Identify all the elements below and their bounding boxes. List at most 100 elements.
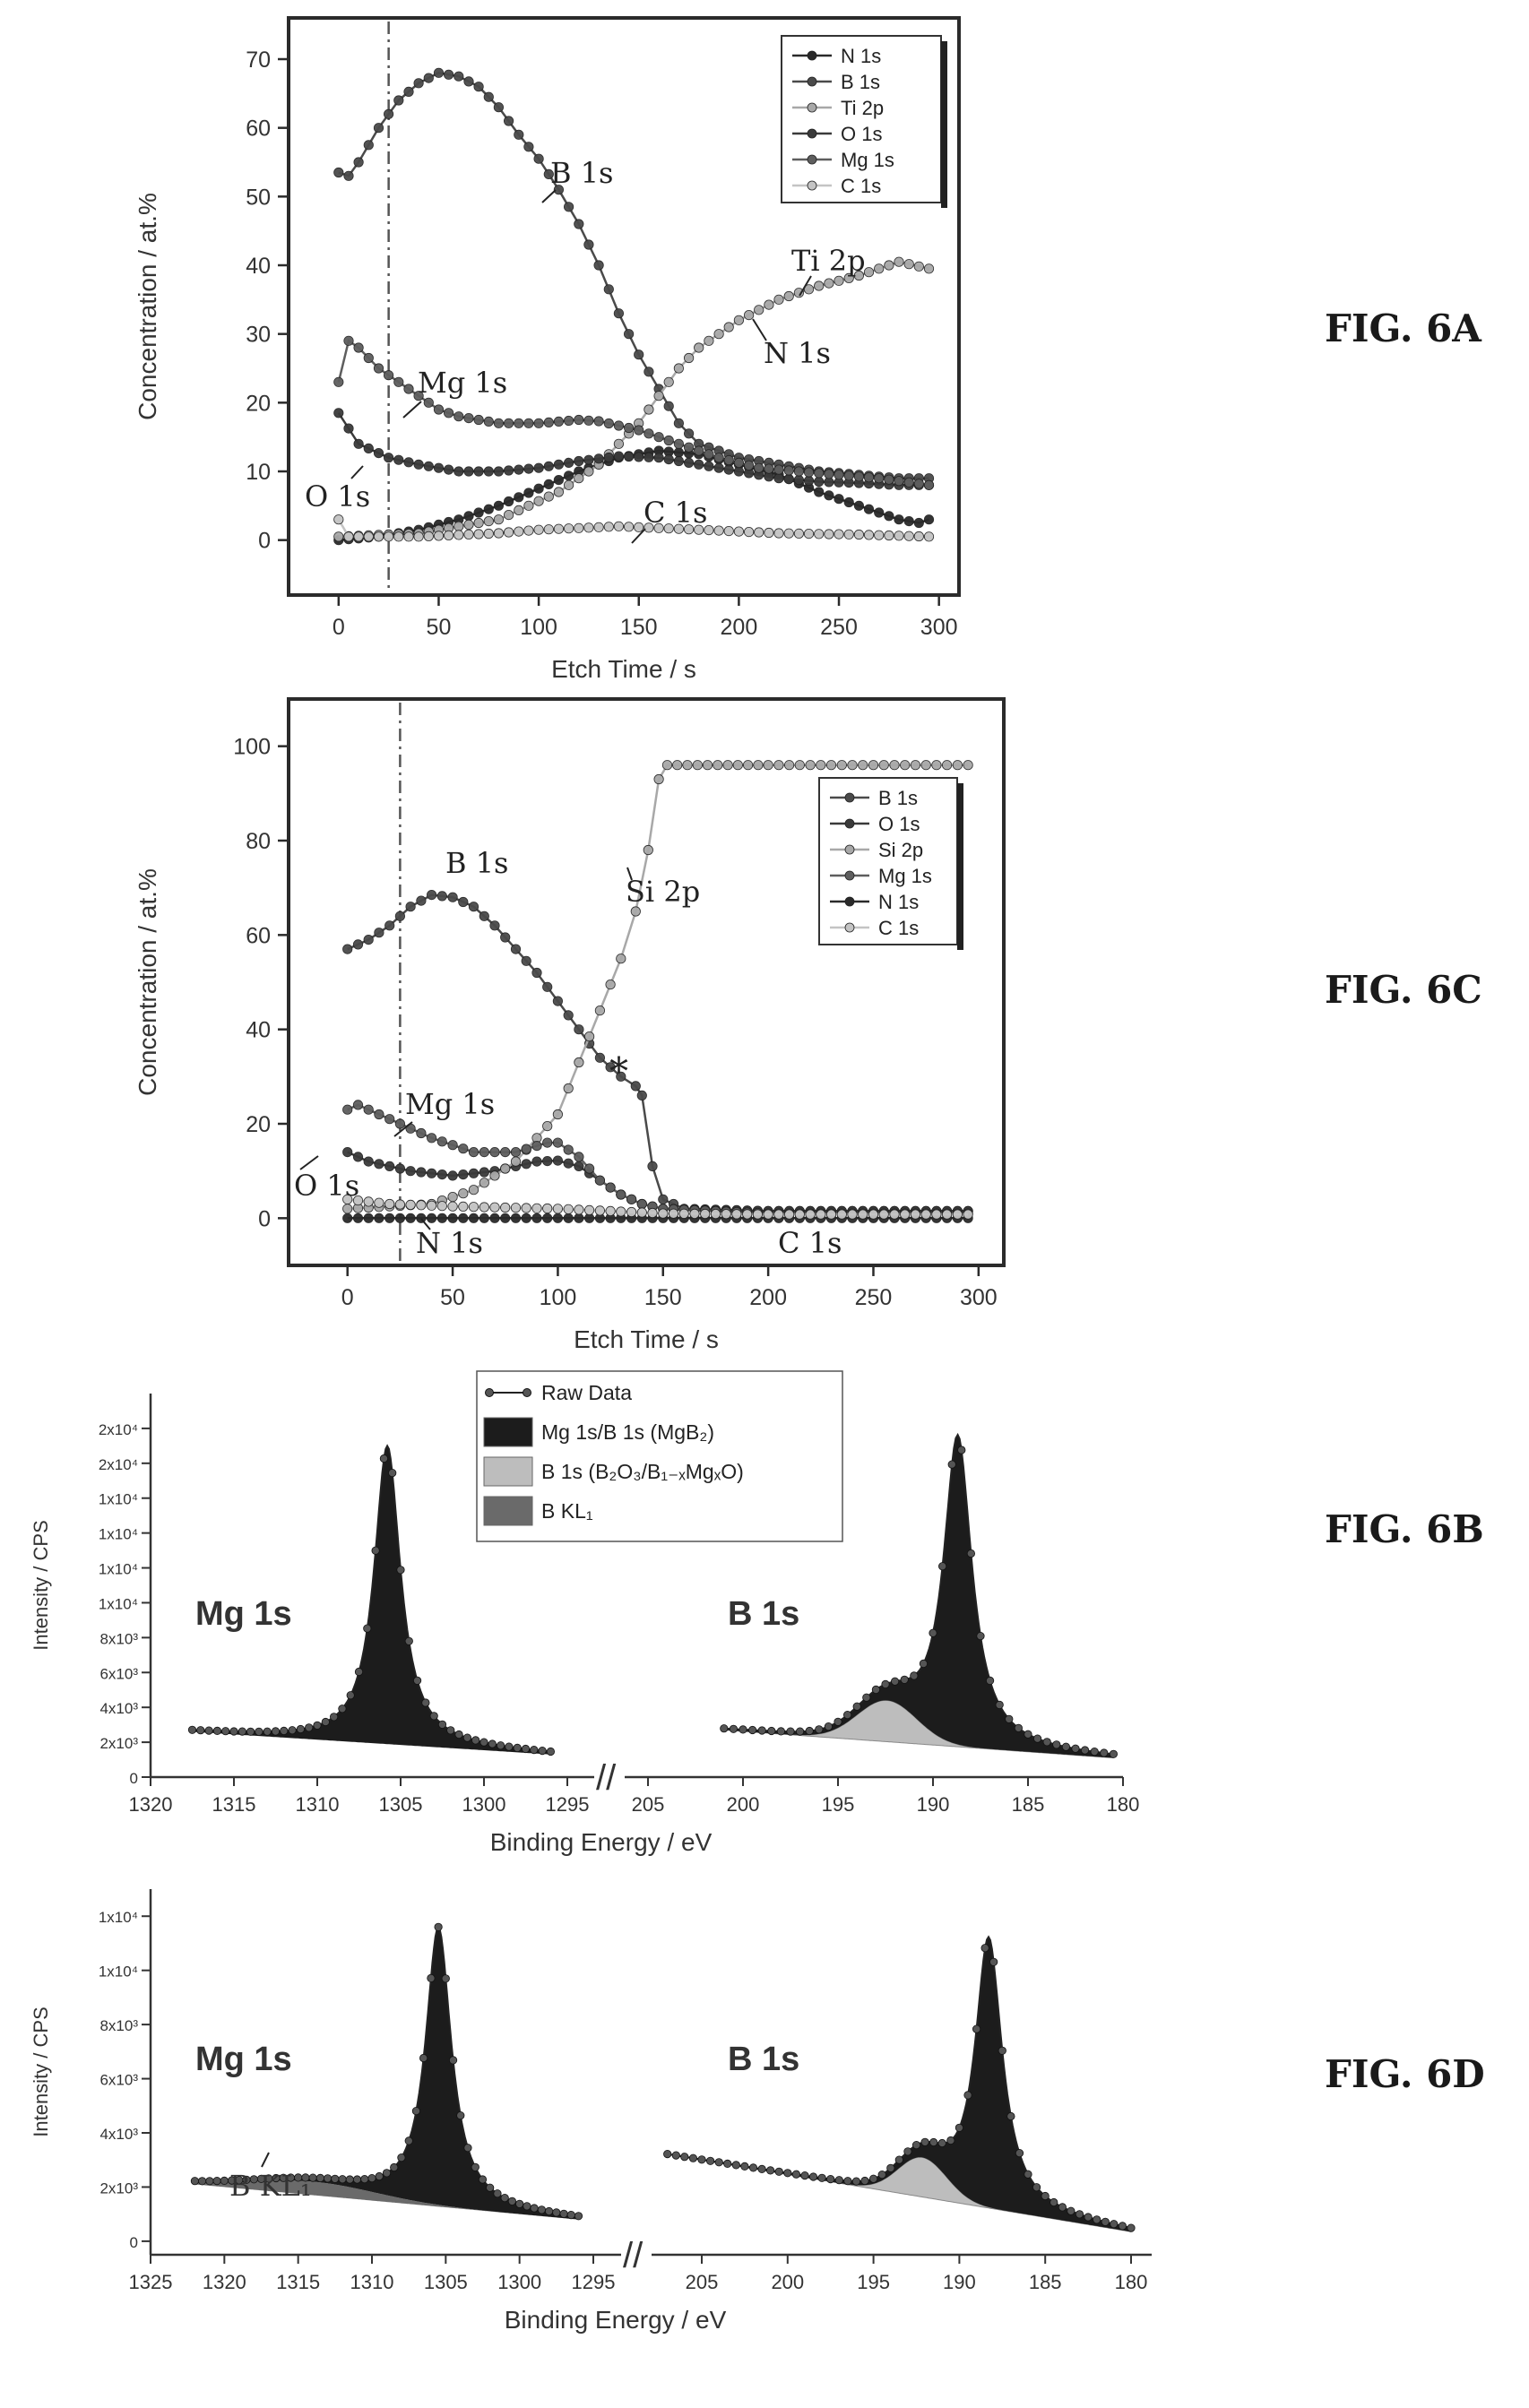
data-point [605, 1205, 616, 1217]
data-point [773, 1209, 784, 1220]
series-n-1s [333, 445, 935, 546]
data-point [384, 1114, 395, 1125]
annotation-leader [402, 401, 422, 419]
legend-entry: Mg 1s/B 1s (MgB₂) [541, 1420, 714, 1444]
data-point [843, 529, 854, 539]
data-point [661, 760, 673, 771]
raw-data-point [190, 2177, 199, 2186]
data-point [694, 459, 704, 470]
raw-data-point [1033, 1734, 1042, 1743]
data-point [923, 479, 935, 490]
data-point [616, 1206, 626, 1217]
data-point [552, 1155, 564, 1166]
data-point [514, 418, 524, 428]
data-point [713, 760, 723, 771]
data-point [468, 1213, 479, 1223]
raw-data-point [496, 1741, 505, 1750]
data-point [847, 760, 858, 771]
raw-data-point [929, 2137, 938, 2147]
data-point [773, 294, 784, 305]
raw-data-point [767, 1726, 776, 1736]
data-point [533, 462, 544, 473]
raw-data-point [427, 1973, 436, 1982]
data-point [630, 906, 641, 917]
data-point [803, 528, 815, 539]
data-point [754, 527, 764, 538]
data-point [483, 91, 494, 102]
legend-entry: Si 2p [878, 839, 923, 861]
data-point [673, 455, 685, 467]
data-point [363, 1156, 374, 1167]
raw-data-point [198, 2177, 207, 2186]
data-point [383, 370, 394, 381]
axis-break: // [623, 2236, 644, 2275]
raw-data-point [204, 1726, 213, 1735]
data-point [643, 844, 653, 856]
x-tick-label: 190 [943, 2271, 976, 2293]
legend-entry: N 1s [841, 45, 881, 67]
raw-data-point [826, 2175, 835, 2184]
data-point [416, 1167, 427, 1178]
data-point [903, 259, 914, 270]
data-point [436, 1213, 447, 1223]
data-point [884, 530, 894, 541]
annotation-leader [299, 1155, 319, 1170]
data-point [333, 376, 344, 387]
data-point [814, 476, 825, 488]
data-point [783, 1209, 795, 1220]
raw-data-point [900, 1675, 909, 1684]
raw-data-point [419, 2053, 428, 2063]
raw-data-point [429, 1712, 438, 1721]
data-point [682, 760, 693, 771]
legend-entry: N 1s [878, 891, 919, 913]
raw-data-point [354, 1667, 364, 1677]
x-tick-label: 190 [917, 1793, 950, 1816]
data-point [884, 260, 894, 271]
raw-data-point [315, 2173, 324, 2182]
data-point [603, 418, 614, 429]
data-point [653, 432, 664, 443]
data-point [623, 329, 635, 340]
data-point [663, 523, 674, 534]
data-point [353, 157, 364, 168]
data-point [616, 954, 626, 964]
legend: N 1s B 1s Ti 2p O 1s Mg 1s C 1s [781, 35, 947, 208]
data-point [952, 1209, 963, 1220]
raw-data-point [911, 2141, 921, 2150]
x-tick-label: 1295 [572, 2271, 616, 2293]
data-point [352, 939, 364, 950]
data-point [663, 435, 674, 446]
raw-data-point [1015, 2149, 1024, 2158]
x-tick-label: 200 [749, 1285, 787, 1310]
raw-data-point [1005, 1714, 1014, 1723]
raw-data-point [955, 2123, 964, 2132]
data-point [803, 467, 815, 478]
fig-6d-label: FIG. 6D [1325, 2052, 1485, 2096]
data-point [483, 416, 494, 427]
data-point [473, 529, 484, 539]
data-point [374, 1197, 384, 1208]
region-label: B 1s [728, 1595, 799, 1633]
legend-marker [807, 180, 817, 191]
legend-box [818, 777, 958, 945]
data-point [423, 461, 434, 471]
annotation-label: * [609, 1049, 628, 1093]
y-tick-label: 1x10⁴ [99, 1909, 138, 1926]
data-point [433, 67, 445, 78]
data-point [552, 1137, 564, 1148]
y-tick-label: 20 [246, 1112, 271, 1137]
data-point [342, 1147, 353, 1158]
data-point [521, 955, 531, 966]
raw-data-point [379, 1454, 388, 1463]
raw-data-point [338, 2175, 347, 2184]
legend-shadow [957, 783, 963, 950]
legend-marker [844, 870, 855, 881]
data-point [489, 1202, 500, 1213]
data-point [574, 522, 584, 533]
axis-break: // [596, 1758, 617, 1798]
data-point [583, 415, 594, 426]
data-point [514, 492, 524, 503]
data-point [533, 418, 544, 428]
series-mg-1s [333, 335, 935, 490]
data-point [658, 1208, 669, 1219]
